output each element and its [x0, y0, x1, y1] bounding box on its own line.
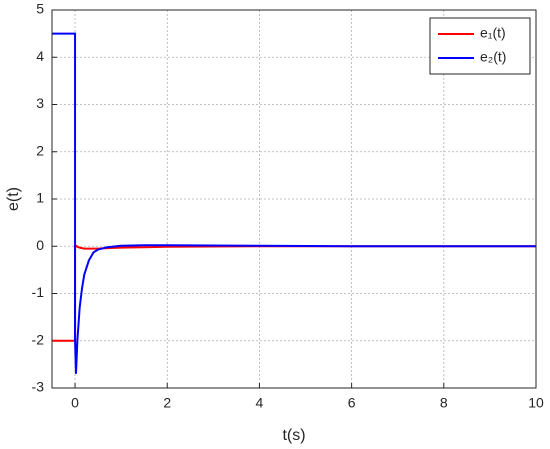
data-line [52, 32, 536, 374]
y-tick-label: -3 [32, 379, 45, 395]
y-tick-label: 5 [36, 1, 44, 17]
y-tick-label: -2 [32, 331, 45, 347]
x-tick-label: 8 [440, 395, 448, 411]
x-axis-label: t(s) [282, 427, 305, 444]
y-tick-label: -1 [32, 284, 45, 300]
y-tick-label: 3 [36, 95, 44, 111]
x-tick-label: 4 [256, 395, 264, 411]
legend-label: e₂(t) [480, 49, 506, 65]
axes-box [51, 9, 537, 389]
y-tick-label: 0 [36, 237, 44, 253]
x-tick-label: 0 [71, 395, 79, 411]
legend-box [429, 17, 531, 75]
x-tick-label: 2 [163, 395, 171, 411]
y-axis-label: e(t) [5, 187, 22, 211]
legend-label: e₁(t) [480, 25, 506, 41]
x-tick-label: 10 [528, 395, 544, 411]
y-tick-label: 4 [36, 48, 44, 64]
y-tick-label: 1 [36, 190, 44, 206]
y-tick-label: 2 [36, 142, 44, 158]
x-tick-label: 6 [348, 395, 356, 411]
